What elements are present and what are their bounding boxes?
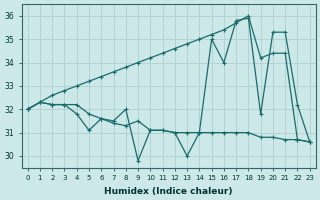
X-axis label: Humidex (Indice chaleur): Humidex (Indice chaleur) <box>104 187 233 196</box>
